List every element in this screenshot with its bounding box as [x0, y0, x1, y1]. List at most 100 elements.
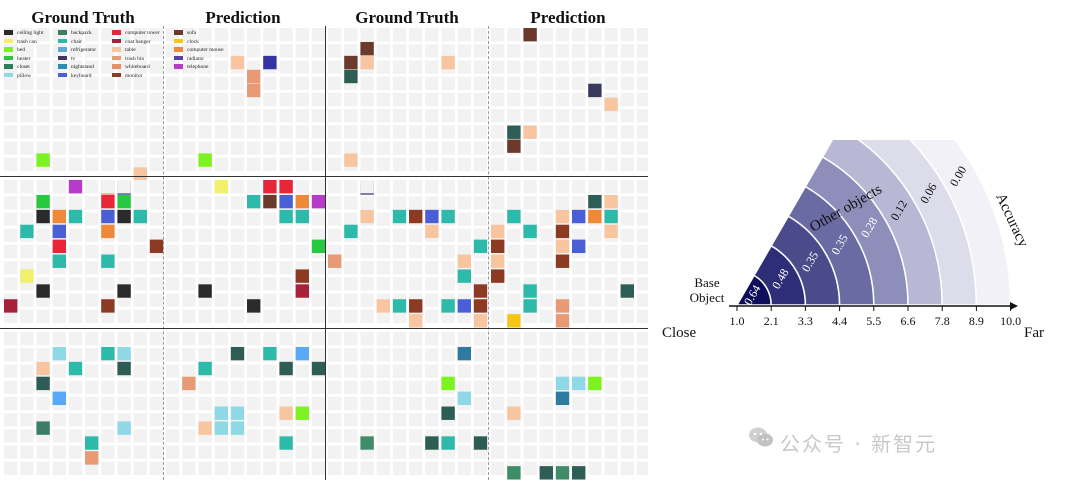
- grid-cell: [392, 413, 407, 427]
- object-cell: [295, 269, 309, 283]
- grid-cell: [441, 28, 455, 42]
- legend-column: backpack chair refrigerator tv nightstand key…: [58, 29, 132, 80]
- grid-cell: [4, 196, 18, 210]
- object-cell: [588, 376, 602, 391]
- grid-cell: [491, 60, 505, 74]
- grid-cell: [604, 76, 618, 90]
- grid-cell: [523, 244, 537, 259]
- grid-cell: [133, 396, 147, 411]
- grid-cell: [295, 92, 309, 107]
- grid-cell: [457, 445, 471, 459]
- grid-cell: [36, 28, 50, 42]
- grid-cell: [588, 244, 602, 259]
- object-cell: [311, 239, 326, 254]
- object-cell: [555, 209, 570, 224]
- grid-cell: [441, 141, 455, 155]
- grid-cell: [214, 157, 228, 171]
- object-cell: [555, 254, 570, 268]
- grid-cell: [311, 228, 326, 242]
- grid-cell: [52, 364, 66, 378]
- grid-cell: [328, 461, 342, 475]
- legend-swatch: [4, 64, 13, 69]
- grid-cell: [263, 332, 277, 346]
- object-cell: [425, 224, 439, 239]
- grid-cell: [149, 396, 164, 411]
- grid-cell: [588, 228, 602, 242]
- grid-cell: [425, 125, 439, 139]
- close-label: Close: [662, 325, 697, 341]
- grid-cell: [457, 125, 471, 139]
- grid-cell: [149, 364, 164, 378]
- grid-cell: [230, 212, 245, 226]
- legend-item: heater: [4, 55, 78, 64]
- legend-swatch: [174, 55, 183, 61]
- grid-cell: [295, 461, 309, 475]
- grid-cell: [491, 44, 505, 58]
- grid-cell: [409, 157, 423, 171]
- grid-cell: [117, 461, 131, 475]
- grid-cell: [52, 76, 66, 90]
- legend-label: sofa: [187, 30, 197, 36]
- grid-cell: [85, 28, 99, 42]
- object-cell: [279, 209, 293, 224]
- grid-cell: [36, 261, 50, 275]
- grid-cell: [457, 180, 471, 194]
- object-cell: [360, 209, 374, 224]
- grid-cell: [523, 413, 537, 427]
- grid-cell: [68, 157, 83, 171]
- object-cell: [279, 361, 293, 376]
- object-cell: [441, 209, 455, 224]
- object-cell: [36, 153, 50, 167]
- legend-label: tv: [71, 55, 76, 62]
- grid-cell: [636, 461, 648, 475]
- grid-cell: [392, 332, 407, 346]
- grid-cell: [360, 309, 374, 323]
- grid-cell: [149, 92, 164, 107]
- legend-item: table: [112, 46, 186, 55]
- object-cell: [344, 153, 358, 167]
- object-cell: [68, 361, 83, 376]
- grid-cell: [360, 277, 374, 291]
- grid-cell: [230, 92, 245, 107]
- grid-cell: [85, 309, 99, 323]
- grid-cell: [457, 141, 471, 155]
- object-cell: [572, 376, 586, 391]
- grid-cell: [457, 92, 471, 107]
- grid-cell: [328, 28, 342, 42]
- axis-tick-label: 1.0: [730, 314, 745, 328]
- grid-cell: [392, 309, 407, 323]
- grid-cell: [523, 396, 537, 411]
- grid-cell: [279, 60, 293, 74]
- grid-cell: [263, 76, 277, 90]
- grid-cell: [133, 461, 147, 475]
- grid-cell: [247, 332, 261, 346]
- grid-cell: [409, 380, 423, 394]
- grid-cell: [328, 141, 342, 155]
- grid-cell: [409, 44, 423, 58]
- grid-cell: [376, 157, 390, 171]
- grid-cell: [68, 44, 83, 58]
- grid-cell: [539, 157, 553, 171]
- grid-cell: [295, 28, 309, 42]
- object-cell: [588, 209, 602, 224]
- grid-cell: [555, 141, 570, 155]
- legend-item: nightstand: [58, 63, 132, 72]
- grid-cell: [295, 141, 309, 155]
- grid-cell: [311, 157, 326, 171]
- grid-panel: [491, 332, 648, 480]
- grid-cell: [555, 109, 570, 123]
- grid-cell: [295, 157, 309, 171]
- grid-cell: [263, 244, 277, 259]
- grid-cell: [311, 396, 326, 411]
- grid-cell: [182, 109, 196, 123]
- grid-cell: [555, 364, 570, 378]
- grid-cell: [133, 44, 147, 58]
- grid-cell: [247, 261, 261, 275]
- grid-cell: [636, 157, 648, 171]
- grid-cell: [198, 76, 212, 90]
- grid-cell: [295, 76, 309, 90]
- grid-cell: [101, 157, 115, 171]
- legend-swatch: [58, 72, 67, 78]
- grid-cell: [20, 76, 34, 90]
- grid-cell: [311, 125, 326, 139]
